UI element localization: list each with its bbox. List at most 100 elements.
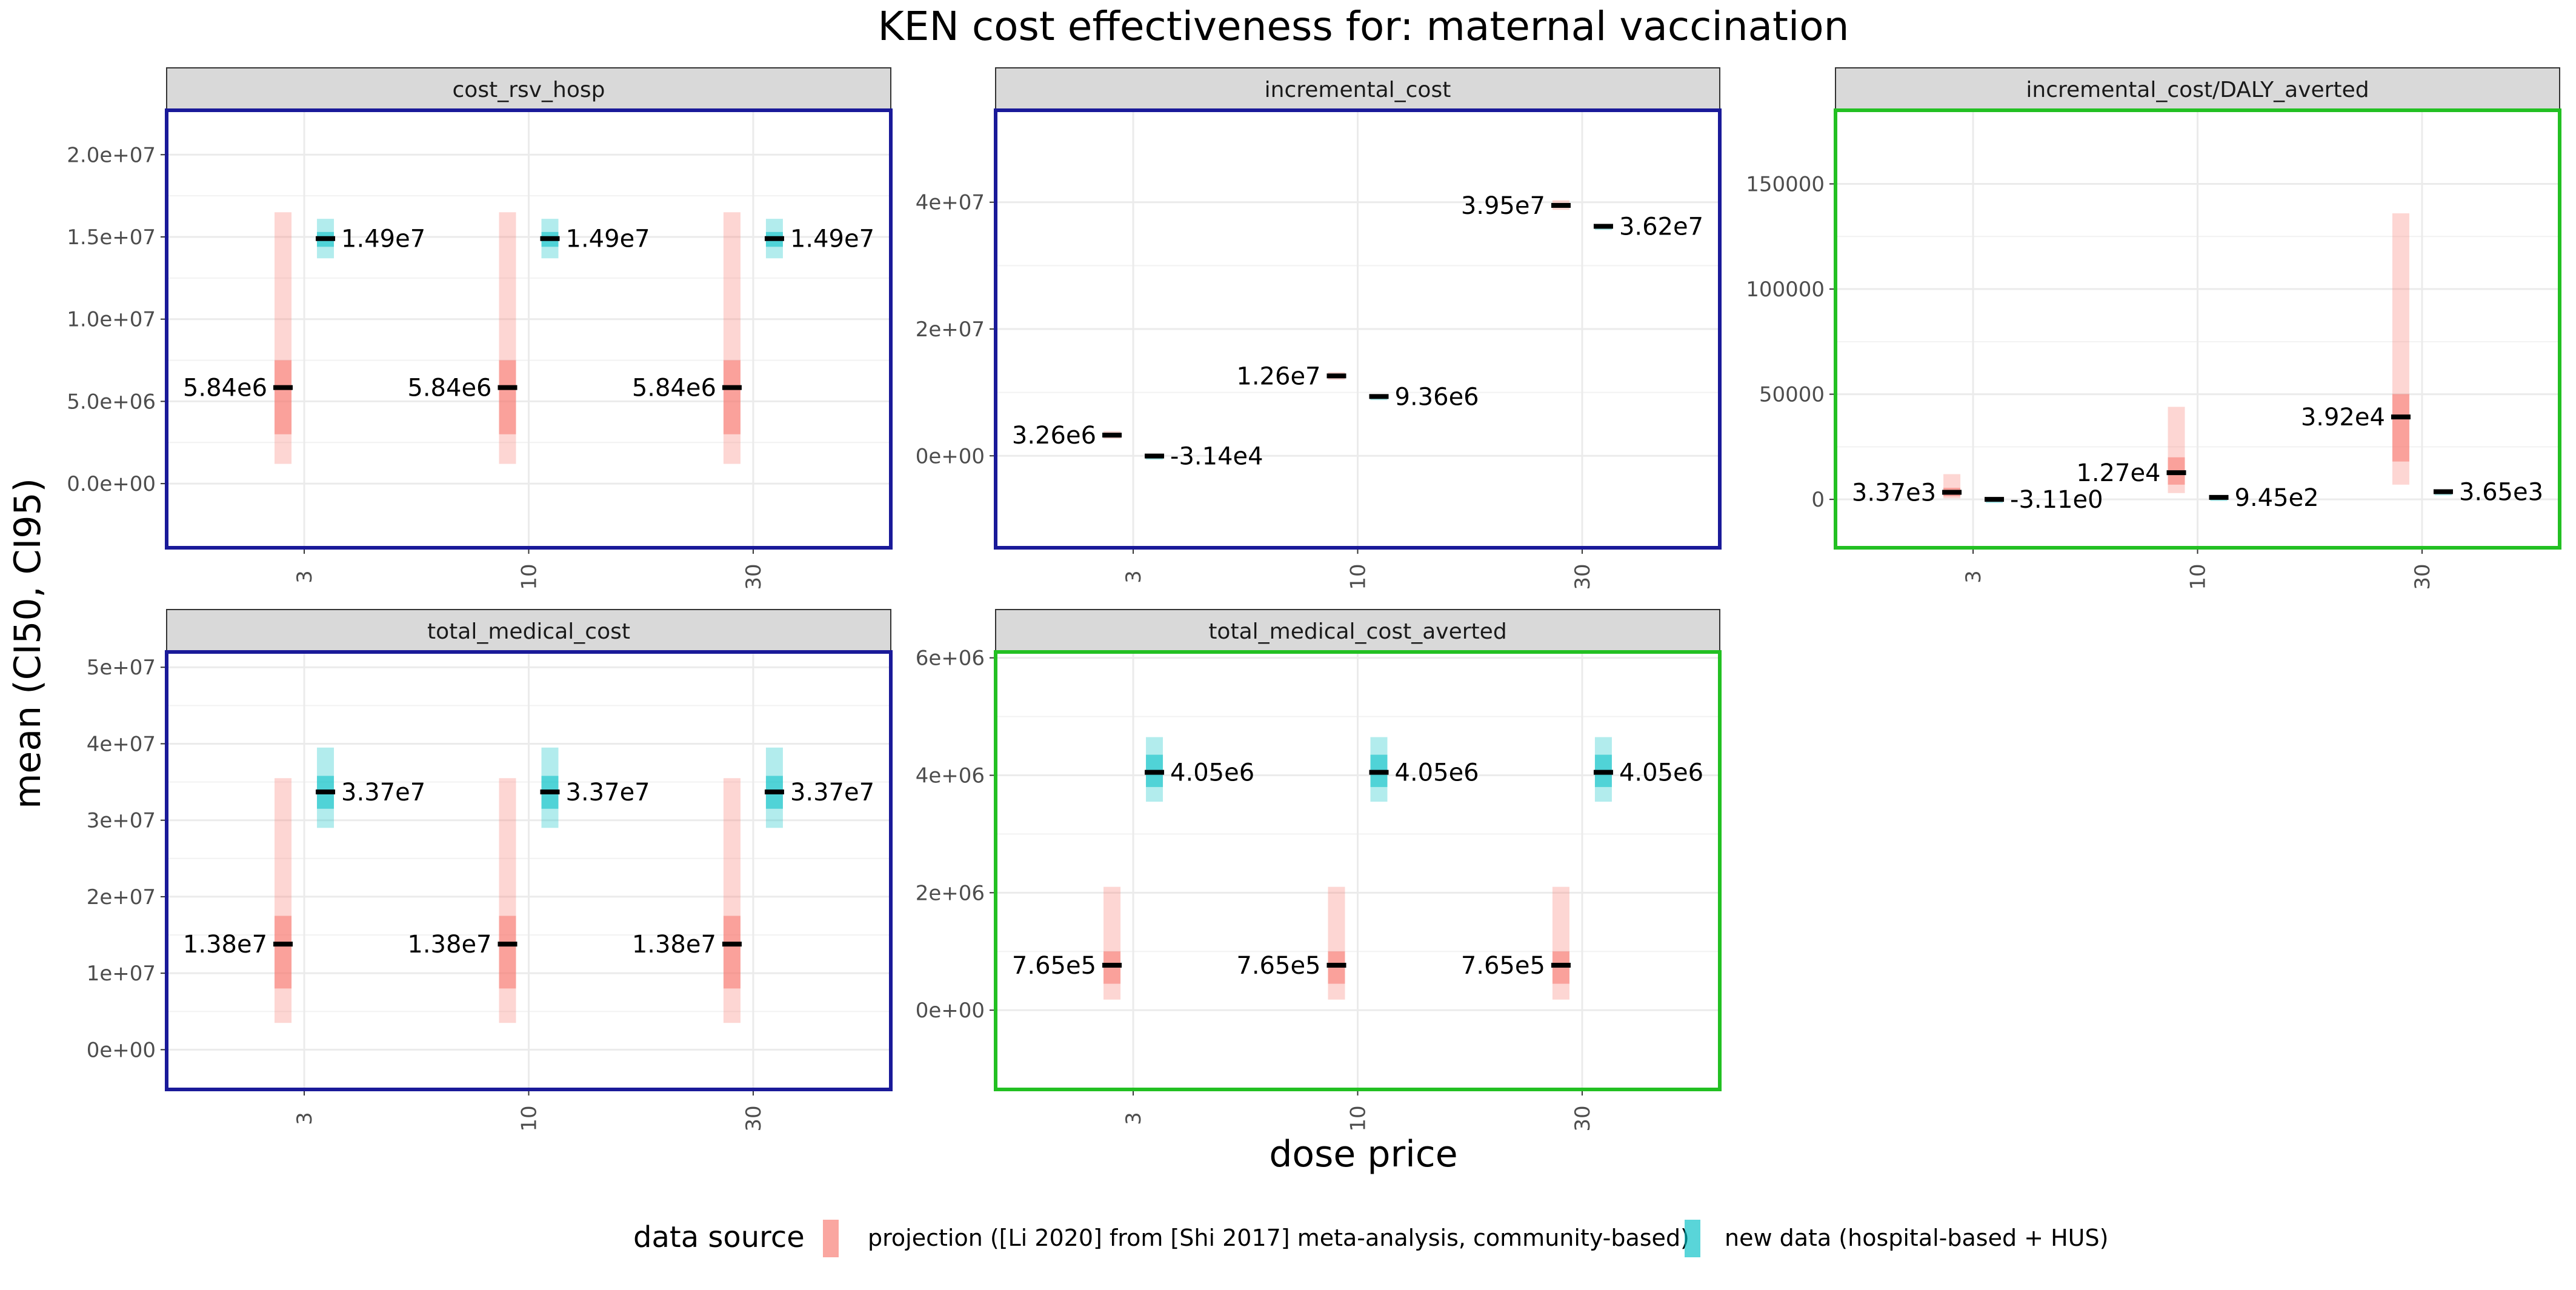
y-axis-label: mean (CI50, CI95) <box>7 478 49 809</box>
y-tick-label: 4e+07 <box>87 732 156 756</box>
data-label: 3.37e7 <box>790 779 874 806</box>
x-tick-label: 3 <box>1122 570 1146 583</box>
data-label: 3.37e7 <box>341 779 425 806</box>
y-tick-label: 50000 <box>1759 383 1825 407</box>
ci50-bar <box>723 916 741 989</box>
panel-strip <box>995 609 1720 653</box>
y-tick-label: 0e+00 <box>916 444 985 468</box>
x-tick-label: 10 <box>1346 1105 1371 1131</box>
data-label: 7.65e5 <box>1236 952 1320 980</box>
panel-border <box>165 108 893 550</box>
panel-cost-rsv-hosp: cost_rsv_hosp 0.0e+00 5.0e+06 1.0e+07 1.5e+0… <box>67 67 893 590</box>
y-tick-label: 2e+07 <box>87 885 156 909</box>
panel-border <box>994 650 1722 1091</box>
y-tick-label: 100000 <box>1746 278 1825 302</box>
panel-strip-label: incremental_cost <box>1265 78 1451 102</box>
y-tick-label: 2e+07 <box>916 318 985 342</box>
data-label: 1.27e4 <box>2076 459 2160 487</box>
x-tick-label: 30 <box>1571 1105 1595 1131</box>
y-tick-label: 1.5e+07 <box>67 225 156 250</box>
y-tick-label: 4e+07 <box>916 191 985 215</box>
data-label: 3.26e6 <box>1012 422 1096 450</box>
data-label: 9.36e6 <box>1395 383 1479 411</box>
x-tick-label: 10 <box>518 564 542 590</box>
x-tick-label: 3 <box>293 570 317 583</box>
data-label: 3.37e7 <box>566 779 650 806</box>
data-label: 3.37e3 <box>1852 479 1936 507</box>
data-label: 1.49e7 <box>341 225 425 253</box>
panel-strip <box>1835 67 2560 111</box>
data-label: 1.38e7 <box>183 931 267 959</box>
data-label: 5.84e6 <box>183 374 267 402</box>
data-label: 1.26e7 <box>1236 362 1320 390</box>
ci50-bar <box>2392 394 2409 462</box>
panel-strip <box>166 609 891 653</box>
data-label: 3.62e7 <box>1619 213 1703 241</box>
x-tick-label: 3 <box>1122 1112 1146 1125</box>
x-tick-label: 10 <box>1346 564 1371 590</box>
legend: data source projection ([Li 2020] from [… <box>633 1220 2108 1257</box>
data-label: -3.14e4 <box>1170 443 1263 471</box>
panel-border <box>165 650 893 1091</box>
panel-border <box>1834 108 2561 550</box>
y-tick-label: 4e+06 <box>916 764 985 788</box>
panel-strip-label: cost_rsv_hosp <box>453 78 605 102</box>
panel-strip <box>166 67 891 111</box>
panel-total-medical-cost: total_medical_cost 0e+00 1e+07 2e+07 3e+07 4e… <box>87 609 893 1132</box>
x-tick-label: 30 <box>742 1105 766 1131</box>
x-axis-label: dose price <box>1269 1133 1457 1175</box>
y-tick-label: 6e+06 <box>916 647 985 671</box>
data-label: 7.65e5 <box>1461 952 1545 980</box>
panel-strip-label: total_medical_cost <box>427 619 630 644</box>
x-tick-label: 30 <box>2411 564 2435 590</box>
ci50-bar <box>499 360 516 434</box>
x-tick-label: 3 <box>1962 570 1986 583</box>
panel-incremental-cost: incremental_cost 0e+00 2e+07 4e+07 3 10 30 3.26… <box>916 67 1722 590</box>
ci50-bar <box>723 360 741 434</box>
panels: cost_rsv_hosp 0.0e+00 5.0e+06 1.0e+07 1.5e+0… <box>67 67 2561 1132</box>
panel-strip-label: total_medical_cost_averted <box>1208 619 1506 644</box>
y-tick-label: 5.0e+06 <box>67 390 156 414</box>
y-tick-label: 0e+00 <box>87 1038 156 1062</box>
panel-total-medical-cost-averted: total_medical_cost_averted 0e+00 2e+06 4e+0… <box>916 609 1722 1132</box>
x-tick-label: 30 <box>1571 564 1595 590</box>
y-tick-label: 2.0e+07 <box>67 143 156 167</box>
y-tick-label: 1.0e+07 <box>67 308 156 332</box>
legend-label-projection: projection ([Li 2020] from [Shi 2017] me… <box>868 1225 1689 1251</box>
legend-swatch-projection <box>823 1220 839 1257</box>
data-label: 9.45e2 <box>2235 484 2319 512</box>
y-tick-label: 2e+06 <box>916 881 985 905</box>
data-label: 1.49e7 <box>566 225 650 253</box>
x-tick-label: 3 <box>293 1112 317 1125</box>
legend-label-newdata: new data (hospital-based + HUS) <box>1725 1225 2108 1251</box>
y-tick-label: 150000 <box>1746 172 1825 196</box>
panel-incremental-cost-daly-averted: incremental_cost/DALY_averted 0 50000 10000… <box>1746 67 2561 590</box>
data-label: 1.38e7 <box>407 931 491 959</box>
panel-strip <box>995 67 1720 111</box>
data-label: -3.11e0 <box>2010 486 2103 514</box>
ci50-bar <box>275 916 292 989</box>
y-tick-label: 5e+07 <box>87 656 156 680</box>
data-label: 3.65e3 <box>2459 478 2543 506</box>
x-tick-label: 30 <box>742 564 766 590</box>
data-label: 4.05e6 <box>1170 759 1254 787</box>
y-tick-label: 0.0e+00 <box>67 472 156 496</box>
data-label: 1.49e7 <box>790 225 874 253</box>
data-label: 5.84e6 <box>407 374 491 402</box>
x-tick-label: 10 <box>518 1105 542 1131</box>
chart-title: KEN cost effectiveness for: maternal vac… <box>878 3 1849 50</box>
y-tick-label: 0 <box>1811 488 1825 512</box>
panel-strip-label: incremental_cost/DALY_averted <box>2026 78 2369 102</box>
legend-title: data source <box>633 1220 805 1254</box>
y-tick-label: 3e+07 <box>87 809 156 833</box>
data-label: 7.65e5 <box>1012 952 1096 980</box>
data-label: 4.05e6 <box>1395 759 1479 787</box>
panel-border <box>994 108 1722 550</box>
data-label: 5.84e6 <box>632 374 716 402</box>
ci50-bar <box>499 916 516 989</box>
data-label: 3.92e4 <box>2301 404 2385 431</box>
y-tick-label: 1e+07 <box>87 962 156 986</box>
x-tick-label: 10 <box>2186 564 2211 590</box>
y-tick-label: 0e+00 <box>916 999 985 1023</box>
